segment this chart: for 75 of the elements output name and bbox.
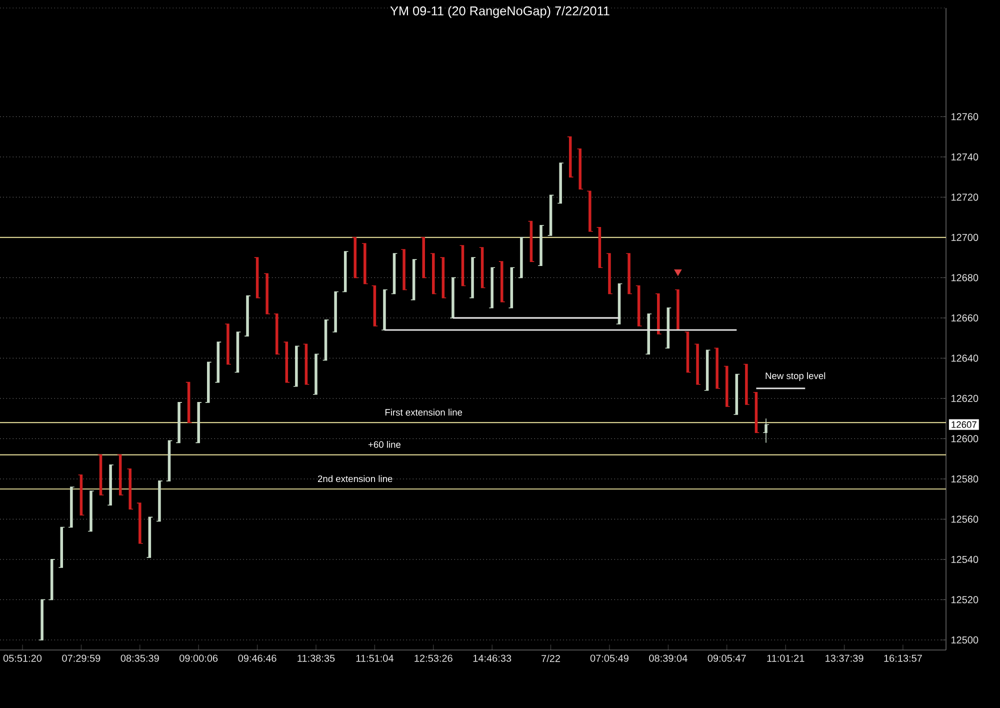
candlestick [68,486,75,528]
y-tick-label: 12740 [951,153,978,160]
candlestick [156,480,163,522]
x-tick-label: 08:35:39 [120,654,159,662]
x-tick-label: 09:46:46 [238,654,276,662]
candlestick [400,249,408,290]
chart-title: YM 09-11 (20 RangeNoGap) 7/22/2011 [390,6,610,18]
x-tick-label: 16:13:57 [884,654,922,662]
candlestick [126,468,134,510]
candlestick [38,599,46,640]
candlestick [88,490,94,532]
candlestick [538,224,544,266]
candlestick [655,293,662,334]
x-tick-label: 07:29:59 [62,654,100,662]
x-tick-label: 09:05:47 [708,654,746,662]
candlestick [694,344,701,385]
candlestick [264,273,270,314]
x-tick-label: 7/22 [542,654,560,662]
x-tick-label: 14:46:33 [473,654,512,662]
candlestick [293,346,300,387]
candlestick [420,237,427,278]
candlestick [762,418,770,444]
x-tick-label: 07:05:49 [590,654,628,662]
candlestick [606,253,613,294]
y-tick-label: 12560 [951,516,978,523]
y-tick-label: 12720 [951,194,978,201]
candlestick [714,348,720,389]
candlestick [430,253,437,294]
candlestick [557,162,564,204]
candlestick [450,277,456,318]
x-tick-label: 11:38:35 [298,654,335,662]
x-tick-label: 05:51:20 [3,654,42,662]
ref-line-label: +60 line [368,441,401,448]
candlestick [743,364,750,405]
y-tick-label: 12680 [951,274,978,282]
x-tick-label: 13:37:39 [826,654,864,662]
candlestick [381,289,388,330]
x-tick-label: 08:39:04 [649,654,688,662]
ref-line-label: First extension line [385,408,462,416]
candlestick [724,366,730,407]
series-label: New stop level [766,372,826,381]
candlestick [488,267,496,308]
y-tick-label: 12580 [951,475,978,482]
candlestick [205,362,212,403]
candlestick [518,237,525,278]
x-tick-label: 11:51:04 [356,654,394,662]
candlestick [352,237,358,278]
y-tick-label: 12640 [951,354,978,362]
candlestick [176,402,182,444]
y-tick-label: 12500 [951,636,978,644]
y-tick-label: 12760 [951,113,978,120]
candlestick [244,295,251,336]
candlestick [107,464,114,506]
y-tick-label: 12660 [951,314,978,322]
candlestick [136,502,144,544]
candlestick [645,314,652,355]
candlestick [469,257,476,298]
candlestick [674,289,682,330]
x-tick-label: 12:53:26 [414,654,452,662]
y-tick-label: 12700 [951,234,978,241]
x-tick-label: 11:01:21 [767,654,804,662]
candlestick [195,402,202,444]
y-tick-label: 12600 [951,435,978,442]
x-tick-label: 09:00:06 [180,654,218,662]
candlestick [312,354,320,395]
candlestick [332,291,339,332]
ref-line-label: 2nd extension line [318,475,392,482]
annotation: 12607 [952,421,976,428]
y-tick-label: 12540 [951,556,978,563]
candlestick [224,324,232,365]
candlestick [362,243,368,284]
y-tick-label: 12520 [951,596,978,604]
candlestick [586,190,594,232]
y-tick-label: 12620 [951,394,978,402]
candlestick [626,253,632,294]
